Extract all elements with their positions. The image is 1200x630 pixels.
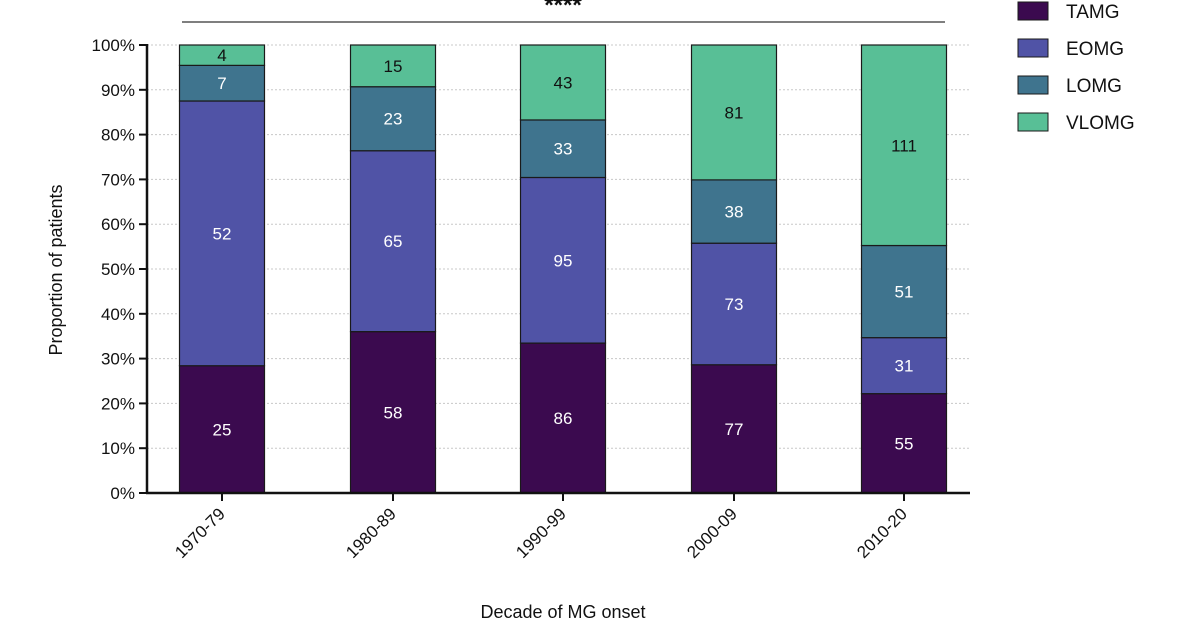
- bar-segment: [178, 44, 266, 66]
- legend-item: TAMG: [1017, 1, 1119, 23]
- bar-stack: 86 95 33 43: [519, 44, 607, 494]
- bar-stack: 58 65 23 15: [349, 44, 437, 494]
- legend-swatch: [1017, 112, 1049, 132]
- segment-value-label: 25: [213, 420, 232, 439]
- bar-segment: [519, 119, 607, 179]
- legend-swatch: [1017, 75, 1049, 95]
- legend-item: VLOMG: [1017, 112, 1135, 134]
- bars: 25 52 7 4 58 65 23 15 86 95 33 43 77 73 38 81 55 31 51 111: [178, 44, 948, 494]
- legend: TAMG EOMG LOMG VLOMG: [1017, 1, 1135, 134]
- legend-item: EOMG: [1017, 38, 1124, 60]
- y-tick-label: 90%: [101, 81, 135, 100]
- segment-value-label: 73: [725, 295, 744, 314]
- segment-value-label: 33: [554, 140, 573, 159]
- legend-label: EOMG: [1066, 39, 1124, 60]
- bar-segment: [178, 64, 266, 102]
- segment-value-label: 86: [554, 409, 573, 428]
- legend-swatch: [1017, 38, 1049, 58]
- gridlines: [147, 44, 970, 449]
- bar-segment: [178, 365, 266, 494]
- legend-item: LOMG: [1017, 75, 1122, 97]
- segment-value-label: 55: [895, 434, 914, 453]
- segment-value-label: 81: [725, 103, 744, 122]
- legend-label: LOMG: [1066, 76, 1122, 97]
- bar-segment: [178, 100, 266, 367]
- segment-value-label: 111: [891, 136, 917, 155]
- y-tick-label: 0%: [110, 484, 135, 503]
- y-tick-label: 60%: [101, 215, 135, 234]
- x-tick-label: 1980-89: [342, 504, 400, 562]
- x-axis-ticks: 1970-79 1980-89 1990-99 2000-09 2010-20: [171, 493, 911, 562]
- bar-stack: 25 52 7 4: [178, 44, 266, 494]
- segment-value-label: 51: [895, 283, 914, 302]
- segment-value-label: 95: [554, 251, 573, 270]
- significance-annotation: ****: [182, 0, 945, 23]
- y-tick-label: 20%: [101, 394, 135, 413]
- segment-value-label: 23: [384, 110, 403, 129]
- y-tick-label: 30%: [101, 350, 135, 369]
- bar-segment: [690, 364, 778, 494]
- bar-segment: [690, 179, 778, 244]
- bar-segment: [860, 44, 948, 247]
- x-tick-label: 2010-20: [853, 504, 911, 562]
- significance-label: ****: [544, 0, 582, 19]
- y-axis-ticks: 0% 10% 20% 30% 40% 50% 60% 70% 80% 90% 100%: [92, 36, 147, 503]
- segment-value-label: 31: [895, 357, 914, 376]
- bar-segment: [349, 44, 437, 88]
- segment-value-label: 65: [384, 232, 403, 251]
- segment-value-label: 15: [384, 57, 403, 76]
- x-tick-label: 1990-99: [512, 504, 570, 562]
- bar-segment: [519, 342, 607, 494]
- y-tick-label: 40%: [101, 305, 135, 324]
- segment-value-label: 43: [554, 73, 573, 92]
- bar-segment: [690, 242, 778, 366]
- segment-value-label: 4: [217, 46, 226, 65]
- segment-value-label: 7: [217, 74, 226, 93]
- segment-value-label: 77: [725, 420, 744, 439]
- bar-segment: [519, 176, 607, 344]
- bar-segment: [690, 44, 778, 181]
- bar-segment: [860, 337, 948, 395]
- y-tick-label: 100%: [92, 36, 135, 55]
- y-tick-label: 70%: [101, 170, 135, 189]
- bar-stack: 55 31 51 111: [860, 44, 948, 494]
- bar-segment: [860, 244, 948, 339]
- x-axis-title: Decade of MG onset: [480, 602, 645, 622]
- y-tick-label: 80%: [101, 126, 135, 145]
- y-tick-label: 50%: [101, 260, 135, 279]
- segment-value-label: 52: [213, 224, 232, 243]
- segment-value-label: 58: [384, 403, 403, 422]
- y-axis-title: Proportion of patients: [46, 184, 66, 355]
- bar-segment: [349, 86, 437, 152]
- segment-value-label: 38: [725, 203, 744, 222]
- bar-segment: [519, 44, 607, 121]
- x-tick-label: 1970-79: [171, 504, 229, 562]
- bar-stack: 77 73 38 81: [690, 44, 778, 494]
- legend-label: VLOMG: [1066, 113, 1135, 134]
- x-tick-label: 2000-09: [683, 504, 741, 562]
- legend-swatch: [1017, 1, 1049, 21]
- y-tick-label: 10%: [101, 439, 135, 458]
- legend-label: TAMG: [1066, 2, 1119, 23]
